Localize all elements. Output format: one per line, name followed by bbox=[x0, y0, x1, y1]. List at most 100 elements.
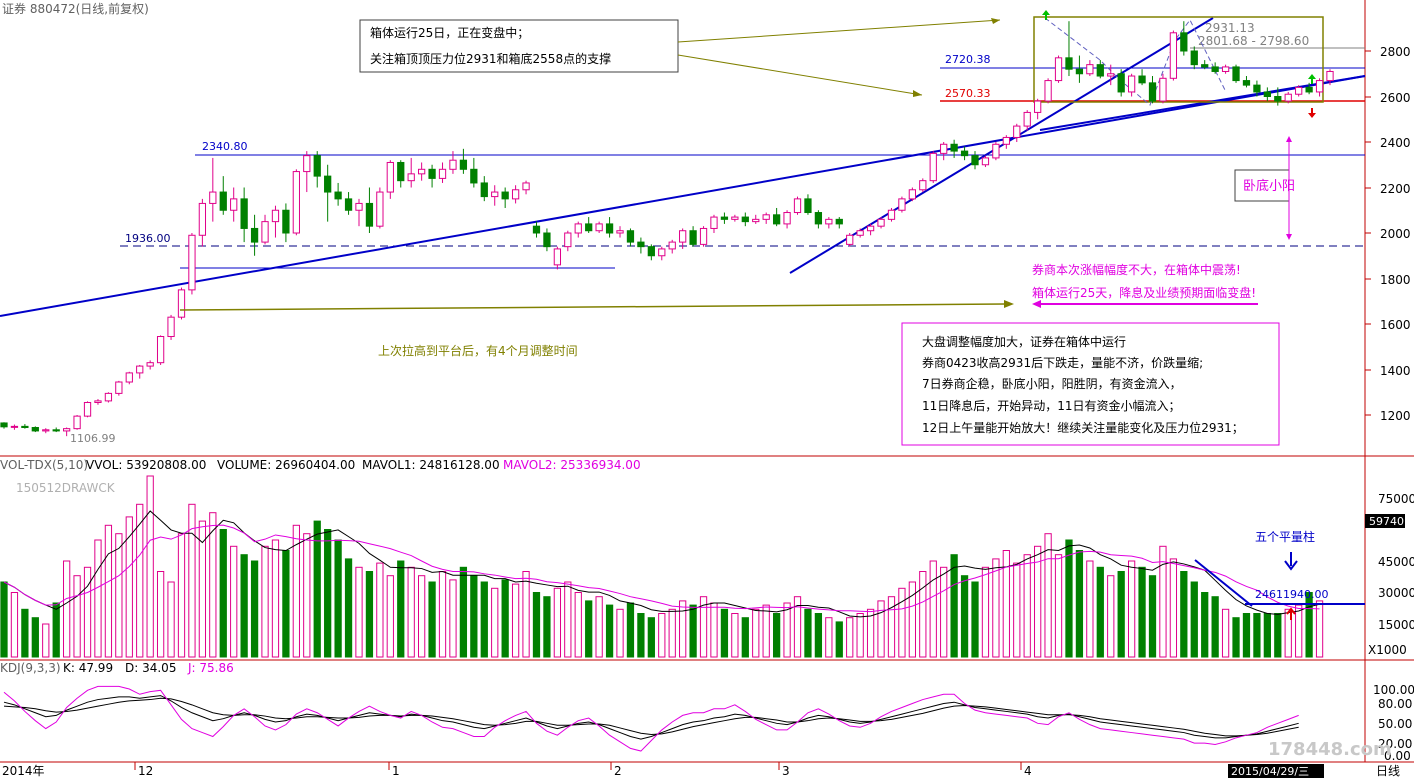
x-ticks bbox=[134, 762, 1022, 770]
candle-body bbox=[731, 216, 739, 220]
label-2720: 2720.38 bbox=[945, 53, 991, 66]
kdj-k: K: 47.99 bbox=[63, 661, 113, 675]
kdj-d: D: 34.05 bbox=[125, 661, 176, 675]
volume-bar bbox=[762, 604, 770, 658]
volume-bar bbox=[344, 558, 353, 658]
candle-body bbox=[177, 289, 186, 318]
candle-body bbox=[156, 336, 165, 364]
candle-body bbox=[449, 159, 457, 170]
vol-level-label: 24611940.00 bbox=[1255, 588, 1328, 601]
candle-body bbox=[1054, 57, 1063, 82]
volume-bar bbox=[637, 613, 645, 658]
volume-bar bbox=[188, 503, 196, 658]
vol-badge: 59740 bbox=[1369, 515, 1404, 528]
kdj-tick: 20.00 bbox=[1378, 737, 1412, 751]
volume-bar bbox=[647, 617, 655, 658]
volume-bar bbox=[543, 596, 551, 658]
candle-body bbox=[689, 230, 697, 245]
candle-body bbox=[83, 401, 92, 417]
label-2570: 2570.33 bbox=[945, 87, 991, 100]
five-bars-note: 五个平量柱 bbox=[1255, 529, 1315, 544]
volume-bar bbox=[1096, 566, 1104, 658]
candle-body bbox=[960, 150, 969, 157]
candle-body bbox=[376, 191, 384, 227]
vol-trend-line bbox=[1194, 559, 1253, 607]
volume-bar bbox=[1180, 571, 1188, 658]
x-label: 2 bbox=[614, 764, 622, 778]
volume-bar bbox=[1127, 560, 1136, 658]
candle-body bbox=[877, 218, 885, 227]
candle-body bbox=[1211, 66, 1219, 72]
volume-bar bbox=[1044, 533, 1052, 658]
olive-arrow-top bbox=[677, 19, 1001, 43]
candle-body bbox=[1065, 57, 1073, 70]
kdj-k-line bbox=[3, 695, 1299, 740]
volume-bar bbox=[83, 566, 92, 658]
candlestick-series bbox=[0, 21, 1334, 437]
price-tick: 1600 bbox=[1380, 318, 1411, 332]
volume-bar bbox=[720, 608, 729, 658]
vol-badge-frame bbox=[1365, 514, 1405, 528]
candle-body bbox=[115, 381, 123, 394]
volume-bar bbox=[1274, 613, 1282, 658]
olive-long-arrowhead-icon bbox=[1004, 300, 1014, 308]
volume-bar bbox=[1034, 545, 1042, 658]
candle-body bbox=[250, 227, 259, 243]
kdj-tick: 80.00 bbox=[1378, 697, 1412, 711]
volume-bar bbox=[261, 545, 269, 658]
candle-body bbox=[1305, 86, 1313, 93]
volume-bar bbox=[459, 566, 468, 658]
candle-body bbox=[136, 365, 144, 374]
volume-bar bbox=[428, 581, 436, 658]
volume-bar bbox=[971, 581, 979, 658]
candle-body bbox=[647, 246, 655, 257]
volume-bar bbox=[355, 566, 363, 658]
green-arrow-icon bbox=[1042, 10, 1050, 20]
volume-bar bbox=[1221, 608, 1230, 658]
volume-bar bbox=[470, 575, 478, 658]
candle-body bbox=[386, 161, 394, 193]
candle-body bbox=[167, 316, 175, 338]
candle-body bbox=[585, 223, 593, 232]
period-label: 日线 bbox=[1376, 764, 1400, 778]
candle-body bbox=[804, 198, 812, 214]
kdj-tick: 100.00 bbox=[1373, 683, 1414, 697]
volume-bar bbox=[334, 539, 342, 658]
candle-body bbox=[772, 214, 781, 225]
market-note-frame bbox=[901, 322, 1280, 446]
volume-bar bbox=[1232, 617, 1240, 658]
volume-bar bbox=[282, 550, 290, 658]
vol-tick: 75000 bbox=[1378, 492, 1414, 506]
candle-body bbox=[574, 223, 582, 234]
volume-bar bbox=[1253, 613, 1261, 658]
candle-body bbox=[73, 415, 81, 430]
volume-bar bbox=[198, 520, 207, 658]
volume-bar bbox=[846, 617, 854, 658]
red-arrow-icon bbox=[1308, 108, 1316, 118]
candle-body bbox=[553, 248, 562, 266]
volume-bar bbox=[1159, 545, 1167, 658]
volume-bar bbox=[752, 608, 760, 658]
volume-bar bbox=[825, 617, 833, 658]
candle-body bbox=[407, 173, 415, 182]
candle-body bbox=[1169, 32, 1178, 79]
volume-bar bbox=[605, 604, 614, 658]
volume-bar bbox=[741, 617, 749, 658]
candle-body bbox=[992, 143, 1000, 159]
magenta-up-arrow-icon bbox=[1286, 136, 1292, 142]
candle-body bbox=[1253, 84, 1261, 93]
vol-volume: VOLUME: 26960404.00 bbox=[217, 458, 355, 472]
candle-body bbox=[1274, 96, 1282, 102]
candle-body bbox=[261, 221, 269, 243]
candle-body bbox=[1326, 70, 1334, 82]
market-note-line: 7日券商企稳，卧底小阳，阳胜阴，有资金流入， bbox=[922, 376, 1182, 391]
label-1106: 1106.99 bbox=[70, 432, 116, 445]
x-label: 2014年 bbox=[2, 764, 45, 778]
pink-note-1: 券商本次涨幅幅度不大，在箱体中震荡! bbox=[1032, 262, 1241, 277]
candle-body bbox=[42, 429, 50, 432]
candle-body bbox=[1096, 64, 1104, 77]
x-label: 1 bbox=[392, 764, 400, 778]
volume-bar bbox=[1211, 596, 1219, 658]
volume-bar bbox=[887, 596, 896, 658]
candle-body bbox=[480, 182, 488, 198]
